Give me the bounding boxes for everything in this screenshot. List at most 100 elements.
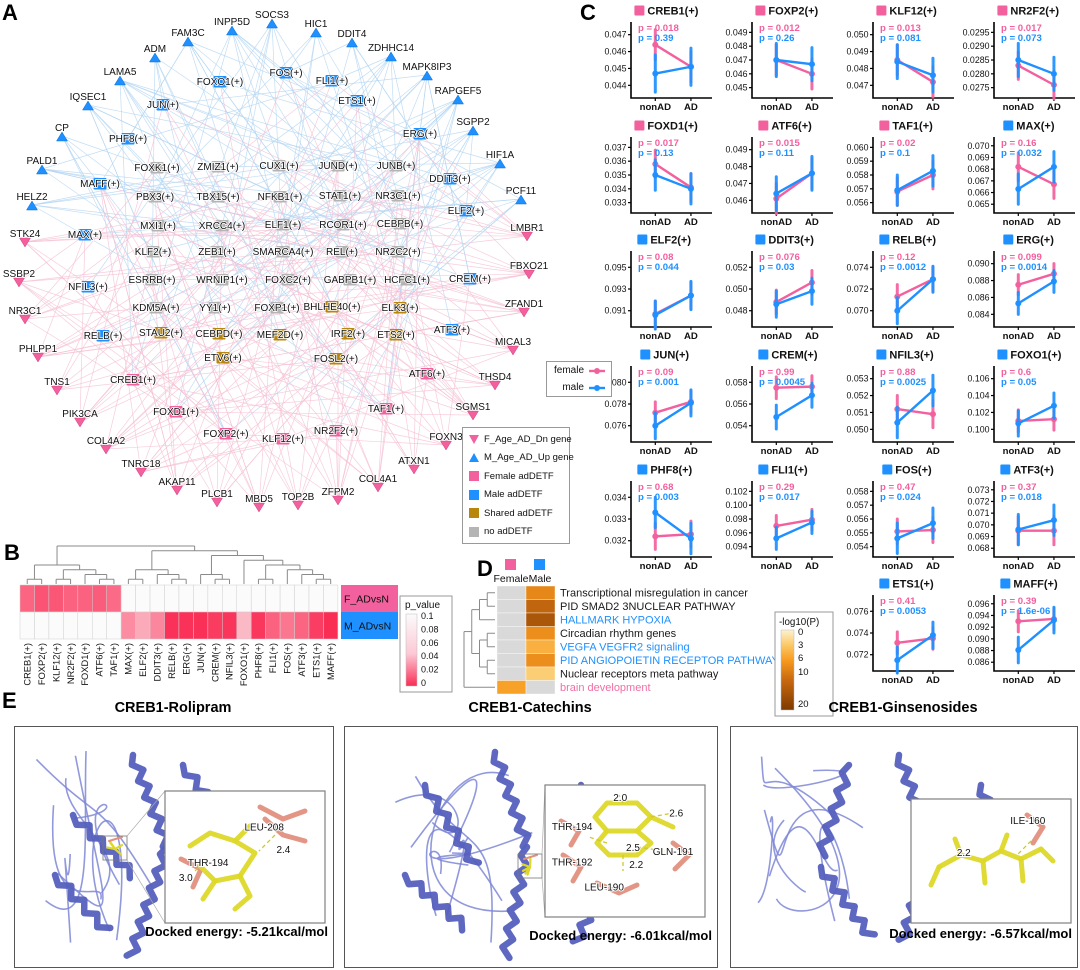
y-tick-label: 0.070: [967, 140, 989, 150]
y-tick-label: 0.0280: [963, 69, 990, 79]
heatmap-b-col-label: TAF1(+): [109, 643, 119, 677]
subplot-FOXP2(+): FOXP2(+) 0.045 0.046 0.047 0.048 0.049 nonAD AD…: [717, 2, 838, 117]
svg-text:PHF8(+): PHF8(+): [109, 134, 147, 145]
network-node: CUX1(+): [259, 160, 299, 173]
svg-text:WRNIP1(+): WRNIP1(+): [196, 275, 247, 286]
x-tick-label: nonAD: [640, 331, 672, 342]
p-value-male: p = 0.001: [638, 377, 679, 388]
p-value-male: p = 0.018: [1001, 492, 1042, 503]
p-value-male: p = 1.6e-06: [1001, 606, 1050, 617]
p-value-female: p = 0.012: [759, 23, 800, 34]
y-tick-label: 0.048: [725, 306, 747, 316]
y-tick-label: 0.045: [604, 63, 626, 73]
network-legend-label: Shared adDETF: [484, 507, 553, 519]
svg-text:MEF2D(+): MEF2D(+): [257, 330, 303, 341]
docking-panel-rolipram: LEU-208 2.4 THR-194 3.0 Docked energy: -5.2…: [14, 726, 334, 968]
y-tick-label: 0.032: [604, 535, 626, 545]
p-value-legend-tick: 0.1: [421, 611, 434, 621]
svg-text:NR2F2(+): NR2F2(+): [314, 426, 358, 437]
svg-text:ZFAND1: ZFAND1: [505, 299, 544, 310]
y-tick-label: 0.050: [725, 284, 747, 294]
network-node: ZMIZ1(+): [197, 161, 239, 174]
svg-text:ERG(+): ERG(+): [403, 129, 437, 140]
y-tick-label: 0.048: [846, 63, 868, 73]
x-tick-label: nonAD: [882, 331, 914, 342]
p-value-male: p = 0.017: [759, 492, 800, 503]
p-value-male: p = 0.03: [759, 262, 794, 273]
svg-text:STK24: STK24: [10, 229, 41, 240]
p-value-female: p = 0.6: [1001, 367, 1031, 378]
x-tick-label: AD: [805, 561, 819, 572]
heatmap-b-col-label: RELB(+): [167, 643, 177, 679]
y-tick-label: 0.054: [846, 541, 868, 551]
x-tick-label: AD: [926, 561, 940, 572]
svg-text:FOXK1(+): FOXK1(+): [134, 163, 179, 174]
female-line-icon: [589, 367, 605, 374]
heatmap-b-col-label: FOXO1(+): [239, 643, 249, 686]
y-tick-label: 0.0295: [963, 27, 990, 37]
dlegend-tick: 3: [798, 640, 803, 651]
x-tick-label: AD: [1047, 675, 1061, 686]
svg-text:KDM5A(+): KDM5A(+): [133, 303, 180, 314]
y-tick-label: 0.076: [604, 421, 626, 431]
svg-text:BHLHE40(+): BHLHE40(+): [304, 302, 361, 313]
heatmap-b-col-label: FOXD1(+): [80, 643, 90, 686]
network-node: FAM3C: [171, 27, 205, 47]
subplot-FOS(+): FOS(+) 0.054 0.055 0.056 0.057 0.058 nonAD AD p …: [838, 461, 959, 576]
network-node: TAF1(+): [367, 403, 405, 416]
svg-text:FBXO21: FBXO21: [510, 261, 549, 272]
subplot-svg: FOS(+) 0.054 0.055 0.056 0.057 0.058 nonAD AD p …: [846, 464, 954, 572]
docking-title-catechins: CREB1-Catechins: [468, 700, 592, 716]
blue-up-triangle-icon: [469, 452, 479, 462]
y-tick-label: 0.060: [846, 142, 868, 152]
network-node: WRNIP1(+): [195, 274, 249, 287]
svg-text:TNRC18: TNRC18: [122, 459, 161, 470]
y-tick-label: 0.073: [967, 484, 989, 494]
p-value-legend-tick: 0.02: [421, 665, 439, 675]
svg-text:STAT1(+): STAT1(+): [319, 191, 361, 202]
network-node: STAU2(+): [138, 327, 184, 340]
heatmap-b-col-label: MAX(+): [124, 643, 134, 675]
y-tick-label: 0.094: [725, 541, 747, 551]
subplot-CREM(+): CREM(+) 0.054 0.056 0.058 nonAD AD p = 0.99 p =…: [717, 346, 838, 461]
x-tick-label: nonAD: [640, 561, 672, 572]
subplot-title: FOXD1(+): [647, 120, 698, 132]
y-tick-label: 0.033: [604, 514, 626, 524]
pathway-label: Circadian rhythm genes: [560, 628, 677, 640]
heatmap-b-col-label: CREB1(+): [22, 643, 32, 686]
panel-e-label: E: [2, 688, 17, 713]
network-node: PBX3(+): [135, 191, 175, 204]
panel-c-plot-grid: CREB1(+) 0.044 0.045 0.046 0.047 nonAD AD p = 0…: [596, 2, 1080, 690]
pink-down-triangle-icon: [469, 435, 479, 445]
svg-text:FOXP2(+): FOXP2(+): [203, 429, 248, 440]
y-tick-label: 0.046: [725, 195, 747, 205]
y-tick-label: 0.065: [967, 199, 989, 209]
svg-text:PALD1: PALD1: [27, 156, 58, 167]
svg-text:MAFF(+): MAFF(+): [80, 179, 120, 190]
square-icon: [469, 471, 479, 482]
p-value-female: p = 0.99: [759, 367, 794, 378]
dlegend-title: -log10(P): [779, 617, 819, 628]
svg-text:TAF1(+): TAF1(+): [368, 404, 404, 415]
p-value-female: p = 0.41: [880, 596, 916, 607]
subplot-svg: ERG(+) 0.084 0.086 0.088 0.090 nonAD AD p = 0.0…: [967, 234, 1075, 342]
subplot-title: CREM(+): [771, 349, 817, 361]
x-tick-label: nonAD: [882, 217, 914, 228]
network-node: THSD4: [478, 371, 513, 391]
network-node: LAMA5: [103, 66, 138, 86]
network-node: FOS(+): [269, 67, 303, 80]
subplot-title: FOXP2(+): [768, 6, 818, 18]
subplot-ATF3(+): ATF3(+) 0.068 0.069 0.070 0.071 0.072 0.073 non…: [959, 461, 1080, 576]
y-tick-label: 0.048: [725, 41, 747, 51]
subplot-title: MAX(+): [1016, 120, 1055, 132]
p-value-male: p = 0.003: [638, 492, 679, 503]
svg-text:FOXN3: FOXN3: [429, 432, 463, 443]
subplot-svg: ELF2(+) 0.091 0.093 0.095 nonAD AD p = 0.08p =…: [604, 234, 712, 342]
network-node: PHLPP1: [18, 343, 58, 363]
subplot-title: NR2F2(+): [1010, 6, 1059, 18]
svg-text:ZFPM2: ZFPM2: [322, 487, 355, 498]
p-value-female: p = 0.68: [638, 482, 674, 493]
y-tick-label: 0.049: [725, 27, 747, 37]
